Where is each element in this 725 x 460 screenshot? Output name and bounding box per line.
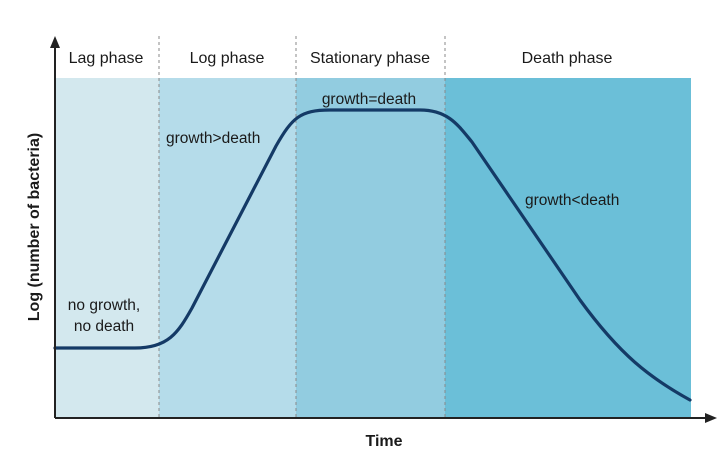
annotation-stationary: growth=death (322, 91, 416, 108)
log-phase-region (159, 78, 296, 418)
lag-phase-region (55, 78, 159, 418)
phase-label-lag: Lag phase (69, 50, 144, 67)
phase-label-stationary: Stationary phase (310, 50, 430, 67)
x-axis-title: Time (365, 433, 402, 450)
phase-label-death: Death phase (522, 50, 613, 67)
death-phase-region (445, 78, 691, 418)
phase-label-log: Log phase (190, 50, 265, 67)
x-axis-arrow-icon (705, 413, 717, 423)
y-axis-title: Log (number of bacteria) (26, 133, 43, 321)
annotation-lag-line1: no growth, (68, 297, 140, 314)
stationary-phase-region (296, 78, 445, 418)
y-axis-arrow-icon (50, 36, 60, 48)
annotation-lag-line2: no death (74, 318, 134, 335)
annotation-log: growth>death (166, 130, 260, 147)
annotation-death: growth<death (525, 192, 619, 209)
growth-curve (53, 108, 692, 402)
